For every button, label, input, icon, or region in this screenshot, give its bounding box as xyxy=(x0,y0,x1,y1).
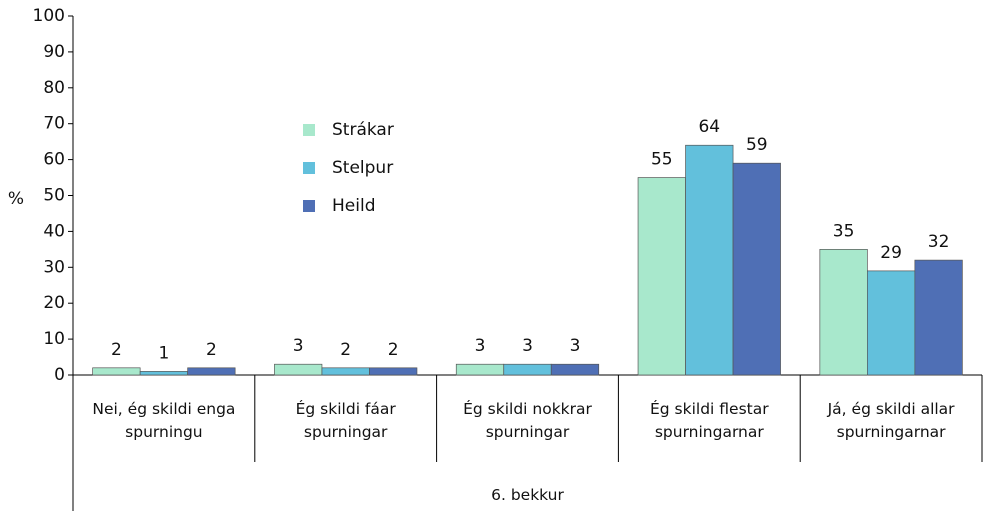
value-label: 2 xyxy=(340,340,351,360)
y-tick-label: 50 xyxy=(43,186,65,206)
y-axis-label: % xyxy=(8,189,24,209)
bar xyxy=(914,259,963,376)
value-label: 3 xyxy=(522,336,533,356)
value-label: 2 xyxy=(388,340,399,360)
value-label: 2 xyxy=(111,340,122,360)
value-label: 59 xyxy=(746,135,768,155)
value-label: 3 xyxy=(475,336,486,356)
bar xyxy=(455,363,505,376)
y-tick-label: 30 xyxy=(43,257,65,277)
legend-label: Heild xyxy=(332,196,375,216)
value-label: 29 xyxy=(880,243,902,263)
legend-swatch xyxy=(303,124,315,136)
bar xyxy=(637,177,686,376)
legend-swatch xyxy=(303,200,315,212)
value-label: 55 xyxy=(651,150,673,170)
x-tick-label: Nei, ég skildi enga spurningu xyxy=(92,400,236,441)
y-tick-label: 80 xyxy=(43,78,65,98)
y-tick-label: 60 xyxy=(43,150,65,170)
y-tick-label: 70 xyxy=(43,114,65,134)
group-label: 6. bekkur xyxy=(491,486,564,504)
bar xyxy=(866,270,916,376)
y-tick-label: 10 xyxy=(43,329,65,349)
value-label: 3 xyxy=(293,336,304,356)
x-tick-label: Ég skildi fáar spurningar xyxy=(295,400,396,441)
bar xyxy=(274,363,323,376)
bar xyxy=(139,371,188,376)
bar xyxy=(685,144,734,376)
x-tick-label: Já, ég skildi allar spurningarnar xyxy=(827,400,955,441)
value-label: 1 xyxy=(158,343,169,363)
value-label: 3 xyxy=(570,336,581,356)
bar xyxy=(503,363,552,376)
bar xyxy=(550,363,600,376)
value-label: 35 xyxy=(833,221,855,241)
y-tick-label: 100 xyxy=(33,6,65,26)
x-tick-label: Ég skildi nokkrar spurningar xyxy=(463,400,592,441)
bar xyxy=(187,367,236,376)
bar xyxy=(92,367,141,376)
x-tick-label: Ég skildi flestar spurningarnar xyxy=(649,400,769,441)
legend-swatch xyxy=(303,162,315,174)
y-tick-label: 90 xyxy=(43,42,65,62)
bar xyxy=(732,162,781,376)
y-tick-label: 20 xyxy=(43,293,65,313)
value-label: 64 xyxy=(698,117,720,137)
value-label: 2 xyxy=(206,340,217,360)
value-label: 32 xyxy=(928,232,950,252)
legend-label: Strákar xyxy=(332,120,394,140)
bar xyxy=(819,249,868,376)
y-tick-label: 40 xyxy=(43,221,65,241)
bar xyxy=(321,367,370,376)
legend-label: Stelpur xyxy=(332,158,393,178)
y-tick-label: 0 xyxy=(54,365,65,385)
bar xyxy=(369,367,418,376)
